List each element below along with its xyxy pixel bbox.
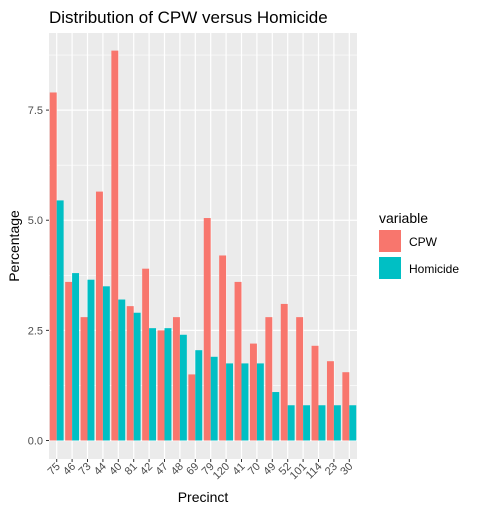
bar-cpw-73 [80, 317, 88, 441]
bar-cpw-101 [296, 317, 304, 441]
bar-cpw-40 [111, 50, 119, 441]
bar-homicide-49 [272, 392, 280, 441]
bar-cpw-48 [172, 317, 180, 441]
bar-homicide-48 [179, 334, 187, 441]
bar-homicide-30 [349, 405, 357, 441]
bar-homicide-40 [118, 299, 126, 441]
bar-cpw-41 [234, 281, 242, 441]
bar-cpw-42 [142, 268, 150, 441]
y-tick-label: 2.5 [28, 325, 43, 337]
bar-homicide-81 [133, 312, 141, 441]
legend-key-homicide [379, 257, 401, 279]
bar-homicide-101 [303, 405, 311, 441]
bar-homicide-42 [149, 328, 157, 441]
y-axis: 0.0 2.5 5.0 7.5 [28, 105, 49, 447]
legend-label-homicide: Homicide [409, 262, 459, 276]
legend-title: variable [379, 210, 428, 226]
bar-homicide-52 [287, 405, 295, 441]
bar-cpw-69 [188, 374, 196, 441]
y-tick-label: 0.0 [28, 435, 43, 447]
bar-homicide-70 [256, 363, 264, 441]
x-tick-label: 120 [211, 461, 232, 482]
bar-cpw-75 [49, 92, 57, 441]
legend-label-cpw: CPW [409, 235, 438, 249]
bar-cpw-120 [219, 255, 227, 441]
bar-homicide-79 [210, 356, 218, 441]
bar-homicide-73 [87, 279, 95, 441]
x-axis: 7546734440814247486979120417049521011142… [46, 459, 355, 482]
bar-cpw-49 [265, 317, 273, 441]
bar-cpw-79 [203, 218, 211, 441]
y-tick-label: 5.0 [28, 215, 43, 227]
bar-homicide-47 [164, 328, 172, 441]
bars [49, 50, 357, 441]
y-tick-label: 7.5 [28, 105, 43, 117]
bar-homicide-114 [318, 405, 326, 441]
bar-cpw-46 [65, 281, 73, 441]
bar-homicide-75 [56, 200, 64, 441]
bar-cpw-23 [326, 361, 334, 441]
bar-homicide-120 [226, 363, 234, 441]
x-tick-label: 114 [304, 461, 325, 482]
chart-title: Distribution of CPW versus Homicide [49, 8, 328, 27]
bar-cpw-47 [157, 330, 165, 441]
bar-cpw-44 [95, 191, 103, 441]
legend: variable CPW Homicide [379, 210, 459, 279]
plot-panel [49, 33, 357, 459]
bar-cpw-70 [249, 343, 257, 441]
bar-cpw-81 [126, 306, 134, 441]
bar-cpw-30 [342, 372, 350, 441]
bar-homicide-41 [241, 363, 249, 441]
bar-homicide-46 [72, 273, 80, 441]
x-axis-title: Precinct [178, 489, 229, 505]
y-axis-title: Percentage [6, 210, 22, 282]
bar-cpw-114 [311, 345, 319, 441]
bar-homicide-69 [195, 350, 203, 441]
legend-key-cpw [379, 230, 401, 252]
bar-homicide-23 [333, 405, 341, 441]
x-tick-label: 30 [338, 461, 355, 478]
bar-homicide-44 [102, 286, 110, 441]
bar-cpw-52 [280, 303, 288, 441]
